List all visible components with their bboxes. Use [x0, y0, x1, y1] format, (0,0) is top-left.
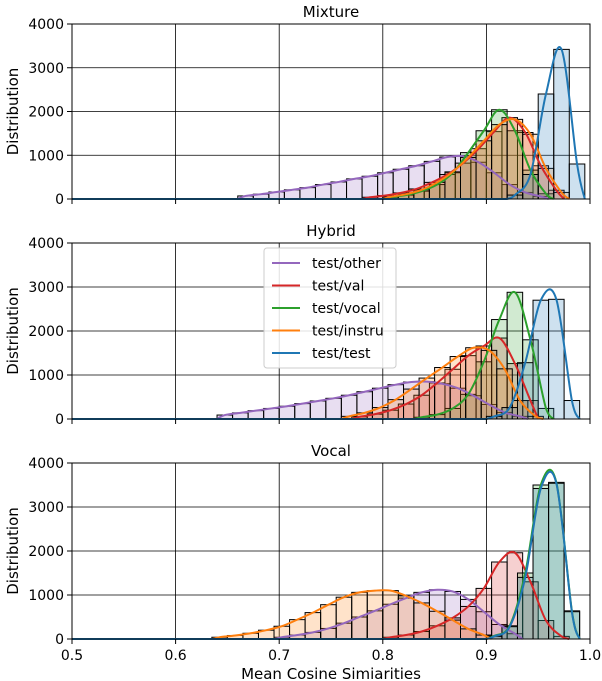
histogram-bar [516, 576, 534, 640]
legend-label: test/val [312, 279, 364, 295]
panel-title: Hybrid [306, 222, 356, 240]
legend-label: test/test [312, 346, 371, 362]
y-axis-label: Distribution [4, 68, 22, 156]
kde-curve-1 [72, 550, 570, 640]
y-tick-label: 4000 [28, 236, 64, 252]
y-tick-label: 1000 [28, 588, 64, 604]
histogram-bar [309, 400, 327, 420]
x-tick-label: 0.8 [372, 648, 394, 664]
y-tick-label: 4000 [28, 17, 64, 33]
kde-curve-1 [72, 336, 540, 420]
histogram-bar [548, 482, 565, 640]
histogram-bar [548, 298, 565, 420]
histogram-bar [325, 397, 342, 420]
kde-curve-3 [72, 589, 493, 640]
histogram-bar [491, 124, 508, 200]
histogram-bar [278, 405, 296, 420]
kde-curve-0 [72, 588, 524, 640]
histogram-bar [330, 181, 348, 200]
y-tick-label: 3000 [28, 61, 64, 77]
x-tick-label: 1.0 [579, 648, 601, 664]
x-tick-label: 0.6 [164, 648, 186, 664]
histogram-bar [361, 175, 379, 200]
panel-vocal: 0 1000 2000 3000 4000 0.5 0.6 0.7 0.8 0.9 1.0 Vocal… [4, 442, 601, 681]
y-tick-label: 2000 [28, 544, 64, 560]
panel-title: Vocal [311, 442, 351, 460]
series-4 [506, 48, 586, 200]
histogram-bar [366, 590, 384, 640]
legend: test/other test/val test/vocal test/instru t… [263, 247, 397, 369]
y-tick-label: 4000 [28, 456, 64, 472]
x-tick-label: 0.5 [61, 648, 83, 664]
x-axis-label: Mean Cosine Simiarities [241, 665, 421, 681]
y-tick-label: 1000 [28, 368, 64, 384]
histogram-bar [382, 590, 399, 640]
kde-curve-4 [72, 470, 581, 640]
y-tick-label: 3000 [28, 500, 64, 516]
y-axis-label: Distribution [4, 287, 22, 375]
legend-label: test/vocal [312, 301, 381, 317]
histogram-bar [335, 596, 353, 640]
panel-hybrid: 0 1000 2000 3000 4000 Hybrid Distribution test/… [4, 222, 591, 428]
histogram-bar [397, 595, 415, 640]
y-tick-label: 2000 [28, 324, 64, 340]
x-tick-label: 0.9 [475, 648, 497, 664]
y-tick-label: 0 [55, 412, 64, 428]
kde-curve-0 [72, 380, 529, 420]
y-tick-label: 0 [55, 192, 64, 208]
kde-curve-3 [72, 346, 544, 420]
kde-curve-2 [72, 291, 555, 420]
histogram-bar [346, 178, 363, 200]
y-tick-label: 2000 [28, 105, 64, 121]
histogram-bar [516, 362, 534, 420]
y-axis-label: Distribution [4, 507, 22, 595]
legend-box [263, 247, 397, 369]
series-0 [273, 589, 524, 640]
panel-mixture: 0 1000 2000 3000 4000 Mixture Distribution [4, 3, 591, 208]
y-tick-label: 0 [55, 632, 64, 648]
histogram-bar [314, 184, 332, 200]
histogram-bar [553, 48, 570, 200]
y-tick-label: 1000 [28, 148, 64, 164]
legend-label: test/instru [312, 324, 384, 340]
kde-curve-4 [72, 288, 581, 420]
legend-label: test/other [312, 256, 381, 272]
x-tick-label: 0.7 [268, 648, 290, 664]
histogram-bar [320, 604, 337, 640]
histogram-bar [294, 403, 311, 420]
kde-curve-4 [72, 46, 586, 200]
kde-curve-0 [72, 154, 549, 200]
series-3 [211, 590, 493, 640]
histogram-bar [418, 377, 436, 420]
histogram-bar [304, 612, 322, 640]
panel-title: Mixture [303, 3, 359, 21]
y-tick-label: 3000 [28, 280, 64, 296]
kde-curve-3 [72, 117, 570, 200]
